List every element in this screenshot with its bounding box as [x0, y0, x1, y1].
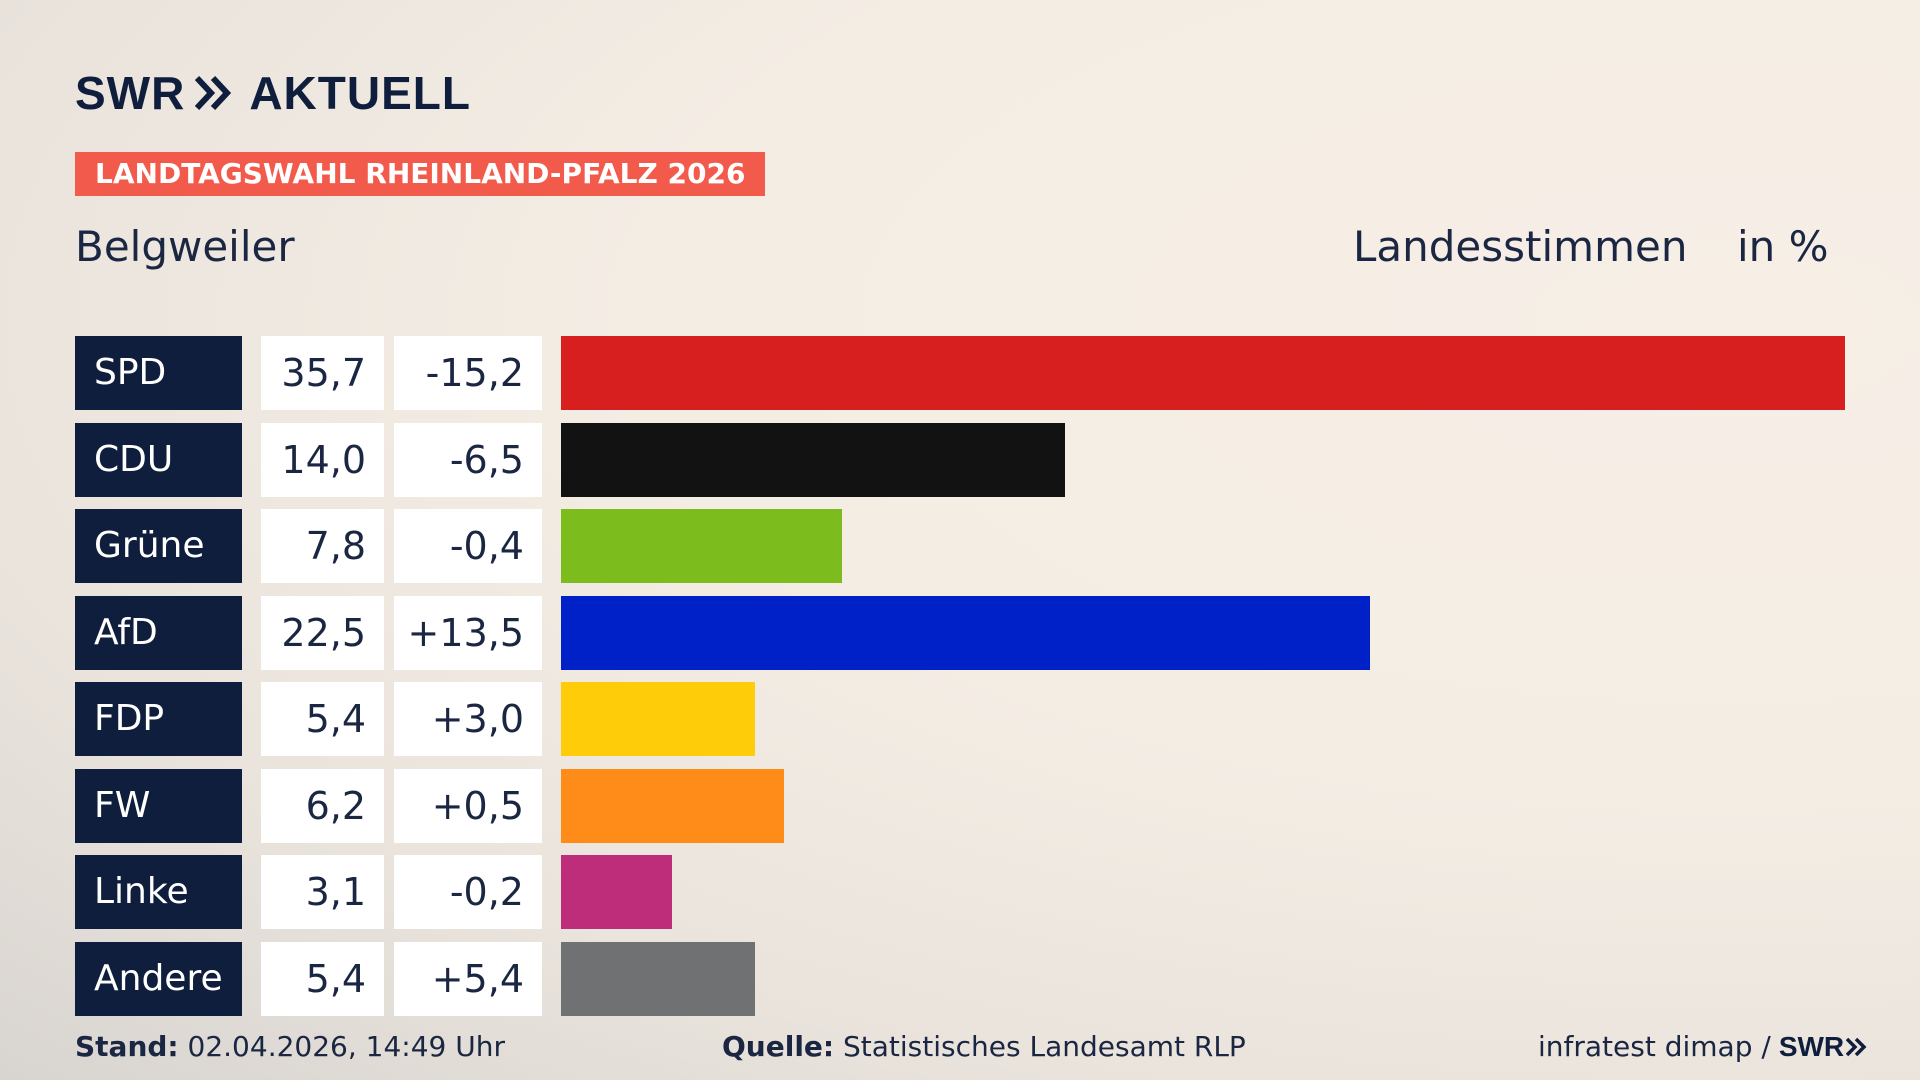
result-diff: +5,4	[394, 941, 542, 1016]
result-value: 3,1	[261, 855, 384, 929]
result-value: 14,0	[261, 422, 384, 497]
swr-small-text: SWR	[1778, 1030, 1845, 1062]
swr-small-logo: SWR	[1779, 1031, 1868, 1063]
result-bar	[561, 855, 673, 929]
result-diff: +3,0	[394, 682, 542, 756]
result-diff: +0,5	[394, 768, 542, 843]
small-double-chevron-icon	[1846, 1037, 1867, 1056]
result-row: Linke 3,1 -0,2	[0, 855, 1920, 929]
unit-label: in %	[1737, 222, 1829, 271]
result-diff: -0,2	[394, 855, 542, 929]
result-value: 7,8	[261, 509, 384, 583]
party-label: AfD	[75, 595, 242, 670]
election-banner: LANDTAGSWAHL RHEINLAND-PFALZ 2026	[75, 152, 766, 196]
result-value: 5,4	[261, 941, 384, 1016]
credit-text: infratest dimap /	[1538, 1030, 1771, 1063]
logo-swr: SWR	[75, 67, 186, 119]
double-chevron-right-icon	[195, 75, 233, 111]
source-value: Statistisches Landesamt RLP	[843, 1030, 1246, 1063]
result-bar	[561, 768, 784, 843]
result-row: SPD 35,7 -15,2	[0, 336, 1920, 410]
result-row: Andere 5,4 +5,4	[0, 941, 1920, 1016]
result-value: 35,7	[261, 336, 384, 410]
party-label: Grüne	[75, 509, 242, 583]
logo-aktuell: AKTUELL	[249, 67, 471, 119]
result-bar	[561, 509, 842, 583]
result-diff: -0,4	[394, 509, 542, 583]
result-row: FDP 5,4 +3,0	[0, 682, 1920, 756]
result-bar	[561, 682, 756, 756]
party-label: SPD	[75, 336, 242, 410]
result-bar	[561, 336, 1845, 410]
result-bar	[561, 422, 1065, 497]
result-diff: -15,2	[394, 336, 542, 410]
result-diff: -6,5	[394, 422, 542, 497]
party-label: Andere	[75, 941, 242, 1016]
result-value: 6,2	[261, 768, 384, 843]
party-label: FW	[75, 768, 242, 843]
result-bar	[561, 595, 1371, 670]
result-row: AfD 22,5 +13,5	[0, 595, 1920, 670]
swr-aktuell-logo: SWR AKTUELL	[75, 67, 471, 119]
footer-source: Quelle: Statistisches Landesamt RLP	[722, 1030, 1246, 1063]
party-label: CDU	[75, 422, 242, 497]
stand-value: 02.04.2026, 14:49 Uhr	[187, 1030, 505, 1063]
stand-label: Stand:	[75, 1030, 179, 1063]
party-label: FDP	[75, 682, 242, 756]
result-bar	[561, 941, 756, 1016]
result-diff: +13,5	[394, 595, 542, 670]
result-value: 5,4	[261, 682, 384, 756]
party-label: Linke	[75, 855, 242, 929]
footer-stand: Stand: 02.04.2026, 14:49 Uhr	[75, 1030, 505, 1063]
result-row: CDU 14,0 -6,5	[0, 422, 1920, 497]
metric-label: Landesstimmen	[1353, 222, 1688, 271]
place-name: Belgweiler	[75, 222, 295, 271]
result-row: Grüne 7,8 -0,4	[0, 509, 1920, 583]
source-label: Quelle:	[722, 1030, 835, 1063]
result-row: FW 6,2 +0,5	[0, 768, 1920, 843]
footer-credit: infratest dimap / SWR	[1538, 1030, 1868, 1063]
result-value: 22,5	[261, 595, 384, 670]
